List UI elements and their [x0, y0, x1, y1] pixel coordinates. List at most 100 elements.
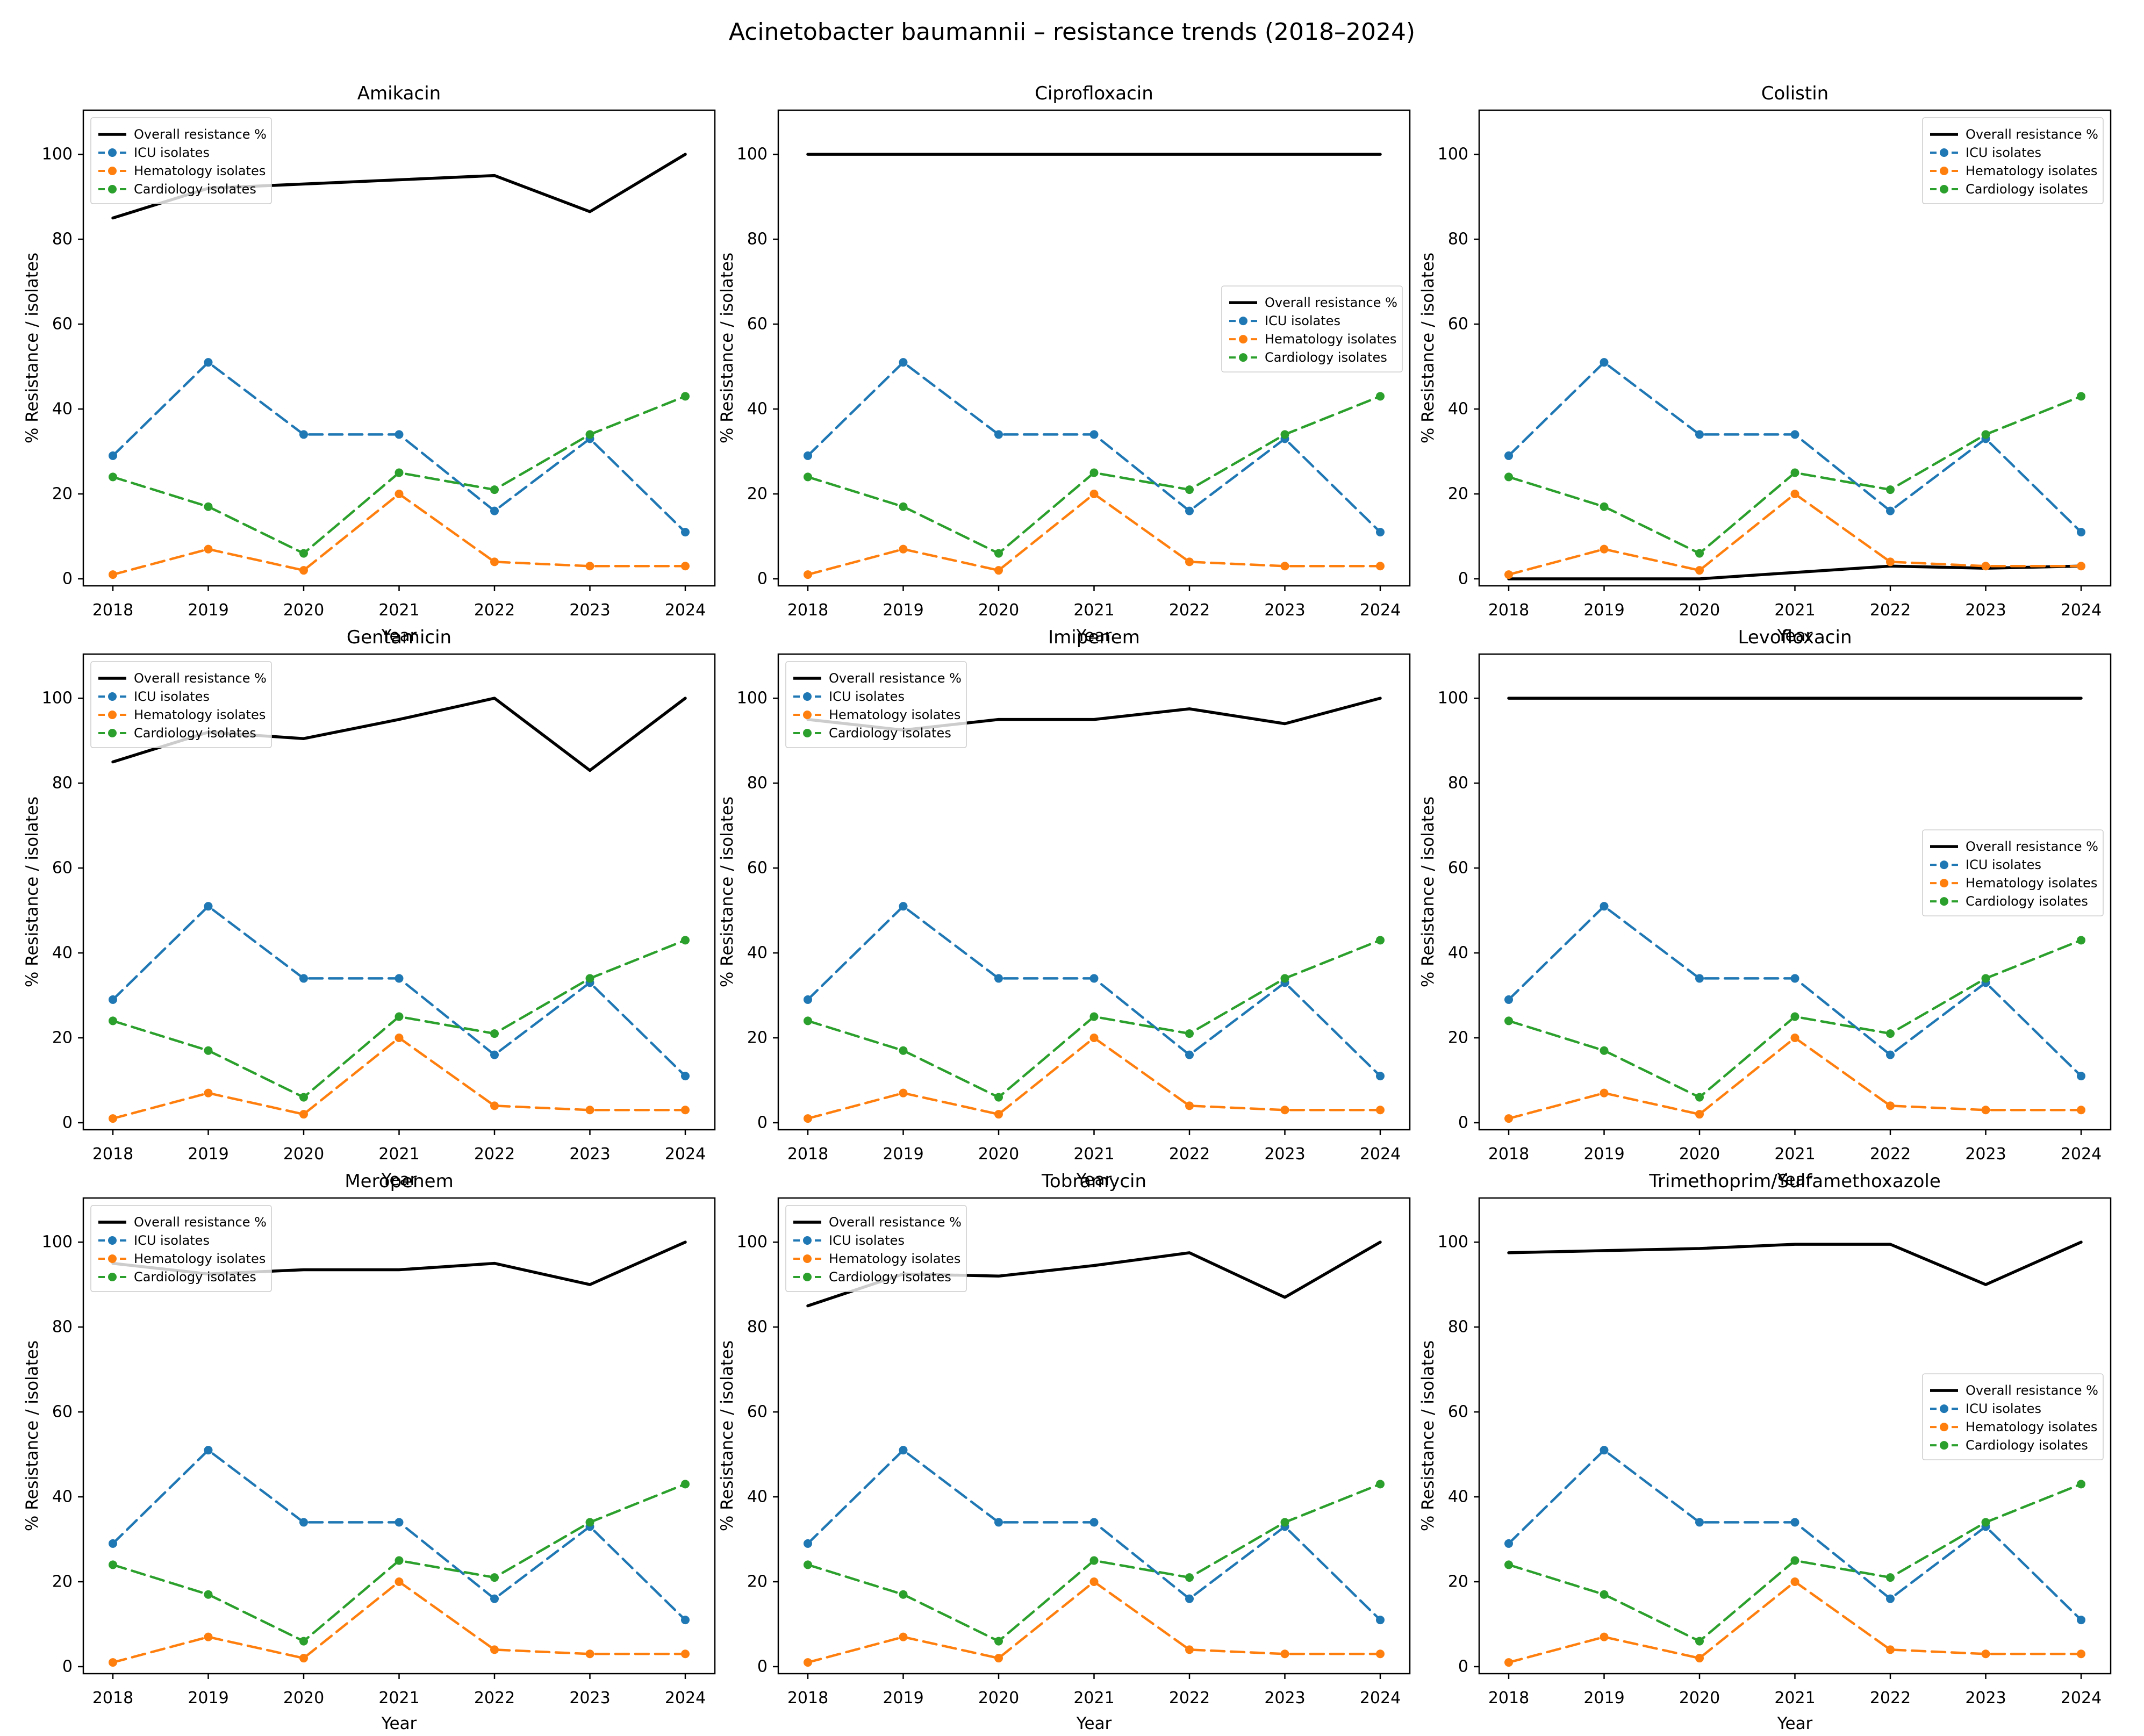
data-point-hematology-isolates — [1185, 1645, 1194, 1654]
series-line-overall-resistance — [1507, 564, 2083, 580]
data-point-hematology-isolates — [299, 1654, 308, 1663]
series-line-icu-isolates — [806, 361, 1382, 534]
data-point-hematology-isolates — [1280, 562, 1289, 571]
data-point-hematology-isolates — [1886, 557, 1895, 566]
data-point-hematology-isolates — [2077, 1649, 2085, 1659]
legend-label-overall-resistance: Overall resistance % — [1966, 839, 2098, 854]
data-point-icu-isolates — [1886, 1594, 1895, 1603]
legend-marker-hematology-isolates — [108, 167, 117, 175]
data-point-hematology-isolates — [1790, 490, 1799, 499]
data-point-icu-isolates — [109, 1539, 117, 1548]
y-tick-label: 60 — [1448, 1403, 1468, 1422]
data-point-hematology-isolates — [1504, 1658, 1513, 1667]
legend-label-overall-resistance: Overall resistance % — [1966, 1383, 2098, 1398]
legend-marker-icu-isolates — [1239, 317, 1247, 326]
data-point-icu-isolates — [2077, 1616, 2085, 1625]
legend-label-overall-resistance: Overall resistance % — [1265, 295, 1397, 310]
subplot-title: Trimethoprim/Sulfamethoxazole — [1648, 1171, 1941, 1192]
y-tick-label: 100 — [737, 1233, 768, 1252]
series-line-hematology-isolates — [111, 492, 687, 576]
x-tick-label: 2019 — [1583, 601, 1624, 620]
data-point-icu-isolates — [994, 974, 1003, 983]
legend-label-hematology-isolates: Hematology isolates — [134, 163, 266, 178]
legend-marker-icu-isolates — [108, 692, 117, 701]
data-point-cardiology-isolates — [1790, 1556, 1799, 1565]
legend-label-icu-isolates: ICU isolates — [1966, 857, 2041, 872]
data-point-icu-isolates — [395, 1518, 404, 1527]
data-point-icu-isolates — [899, 358, 908, 367]
data-point-hematology-isolates — [109, 1658, 117, 1667]
data-point-cardiology-isolates — [804, 1016, 812, 1025]
subplot-levofloxacin: Levofloxacin 0 20 40 60 80 100 2018 2019 2020 2021… — [1418, 627, 2112, 1189]
y-tick-label: 60 — [1448, 315, 1468, 334]
x-axis: 2018 2019 2020 2021 2022 2023 2024 — [92, 586, 706, 620]
series-line-icu-isolates — [1507, 1448, 2083, 1622]
data-point-hematology-isolates — [204, 1632, 213, 1641]
y-tick-label: 0 — [1458, 1657, 1468, 1676]
x-tick-label: 2020 — [978, 1145, 1019, 1164]
data-point-icu-isolates — [994, 430, 1003, 439]
subplot-imipenem: Imipenem 0 20 40 60 80 100 2018 2019 2020 2021 2022… — [718, 627, 1411, 1189]
data-point-icu-isolates — [804, 1539, 812, 1548]
legend: Overall resistance % ICU isolates Hematolo… — [785, 661, 967, 748]
legend-marker-hematology-isolates — [1940, 167, 1948, 175]
data-point-hematology-isolates — [395, 1034, 404, 1043]
data-point-hematology-isolates — [1695, 1110, 1704, 1119]
y-tick-label: 20 — [52, 485, 73, 504]
subplot-title: Imipenem — [1048, 627, 1140, 648]
y-tick-label: 20 — [52, 1029, 73, 1048]
x-tick-label: 2023 — [1965, 1689, 2006, 1708]
series-line-overall-resistance — [1507, 1240, 2083, 1286]
data-point-icu-isolates — [681, 1072, 690, 1081]
data-point-icu-isolates — [204, 358, 213, 367]
data-point-icu-isolates — [204, 1446, 213, 1455]
x-axis-label: Year — [1777, 626, 1813, 645]
x-tick-label: 2021 — [1774, 1689, 1815, 1708]
data-point-cardiology-isolates — [899, 1590, 908, 1599]
legend-marker-hematology-isolates — [1940, 879, 1948, 888]
data-point-hematology-isolates — [1600, 544, 1609, 554]
y-tick-label: 20 — [747, 485, 768, 504]
legend-label-cardiology-isolates: Cardiology isolates — [1966, 1438, 2088, 1453]
data-point-hematology-isolates — [2077, 562, 2085, 571]
x-tick-label: 2024 — [2061, 1145, 2102, 1164]
x-tick-label: 2018 — [92, 1145, 133, 1164]
legend: Overall resistance % ICU isolates Hematolo… — [1922, 829, 2104, 916]
y-axis: 0 20 40 60 80 100 — [42, 689, 83, 1132]
data-point-cardiology-isolates — [1886, 1573, 1895, 1582]
legend-frame — [90, 1205, 272, 1292]
legend-label-hematology-isolates: Hematology isolates — [134, 1251, 266, 1266]
y-tick-label: 40 — [1448, 944, 1468, 963]
x-tick-label: 2022 — [1870, 1689, 1911, 1708]
y-tick-label: 60 — [52, 315, 73, 334]
y-axis: 0 20 40 60 80 100 — [42, 145, 83, 588]
legend-marker-cardiology-isolates — [108, 1273, 117, 1281]
x-tick-label: 2019 — [883, 601, 923, 620]
legend-label-overall-resistance: Overall resistance % — [829, 671, 962, 686]
legend-label-cardiology-isolates: Cardiology isolates — [1265, 350, 1387, 365]
data-point-hematology-isolates — [1280, 1106, 1289, 1115]
x-axis: 2018 2019 2020 2021 2022 2023 2024 — [787, 586, 1401, 620]
x-axis: 2018 2019 2020 2021 2022 2023 2024 — [1488, 586, 2102, 620]
y-tick-label: 0 — [757, 569, 768, 588]
data-point-hematology-isolates — [299, 1110, 308, 1119]
y-tick-label: 60 — [747, 1403, 768, 1422]
legend-label-overall-resistance: Overall resistance % — [134, 1215, 267, 1230]
x-tick-label: 2018 — [1488, 601, 1529, 620]
x-tick-label: 2018 — [1488, 1689, 1529, 1708]
y-tick-label: 80 — [1448, 774, 1468, 793]
subplot-title: Levofloxacin — [1738, 627, 1852, 648]
legend: Overall resistance % ICU isolates Hematolo… — [90, 661, 272, 748]
legend-label-cardiology-isolates: Cardiology isolates — [829, 726, 951, 741]
y-axis-label: % Resistance / isolates — [23, 797, 42, 987]
data-point-icu-isolates — [1185, 1050, 1194, 1059]
data-point-cardiology-isolates — [299, 1093, 308, 1102]
data-point-cardiology-isolates — [681, 392, 690, 401]
legend-label-cardiology-isolates: Cardiology isolates — [134, 182, 256, 197]
y-tick-label: 40 — [52, 944, 73, 963]
y-tick-label: 60 — [52, 1403, 73, 1422]
data-point-hematology-isolates — [1695, 566, 1704, 575]
x-tick-label: 2023 — [569, 601, 610, 620]
data-point-hematology-isolates — [1089, 1034, 1099, 1043]
data-point-cardiology-isolates — [395, 1012, 404, 1021]
